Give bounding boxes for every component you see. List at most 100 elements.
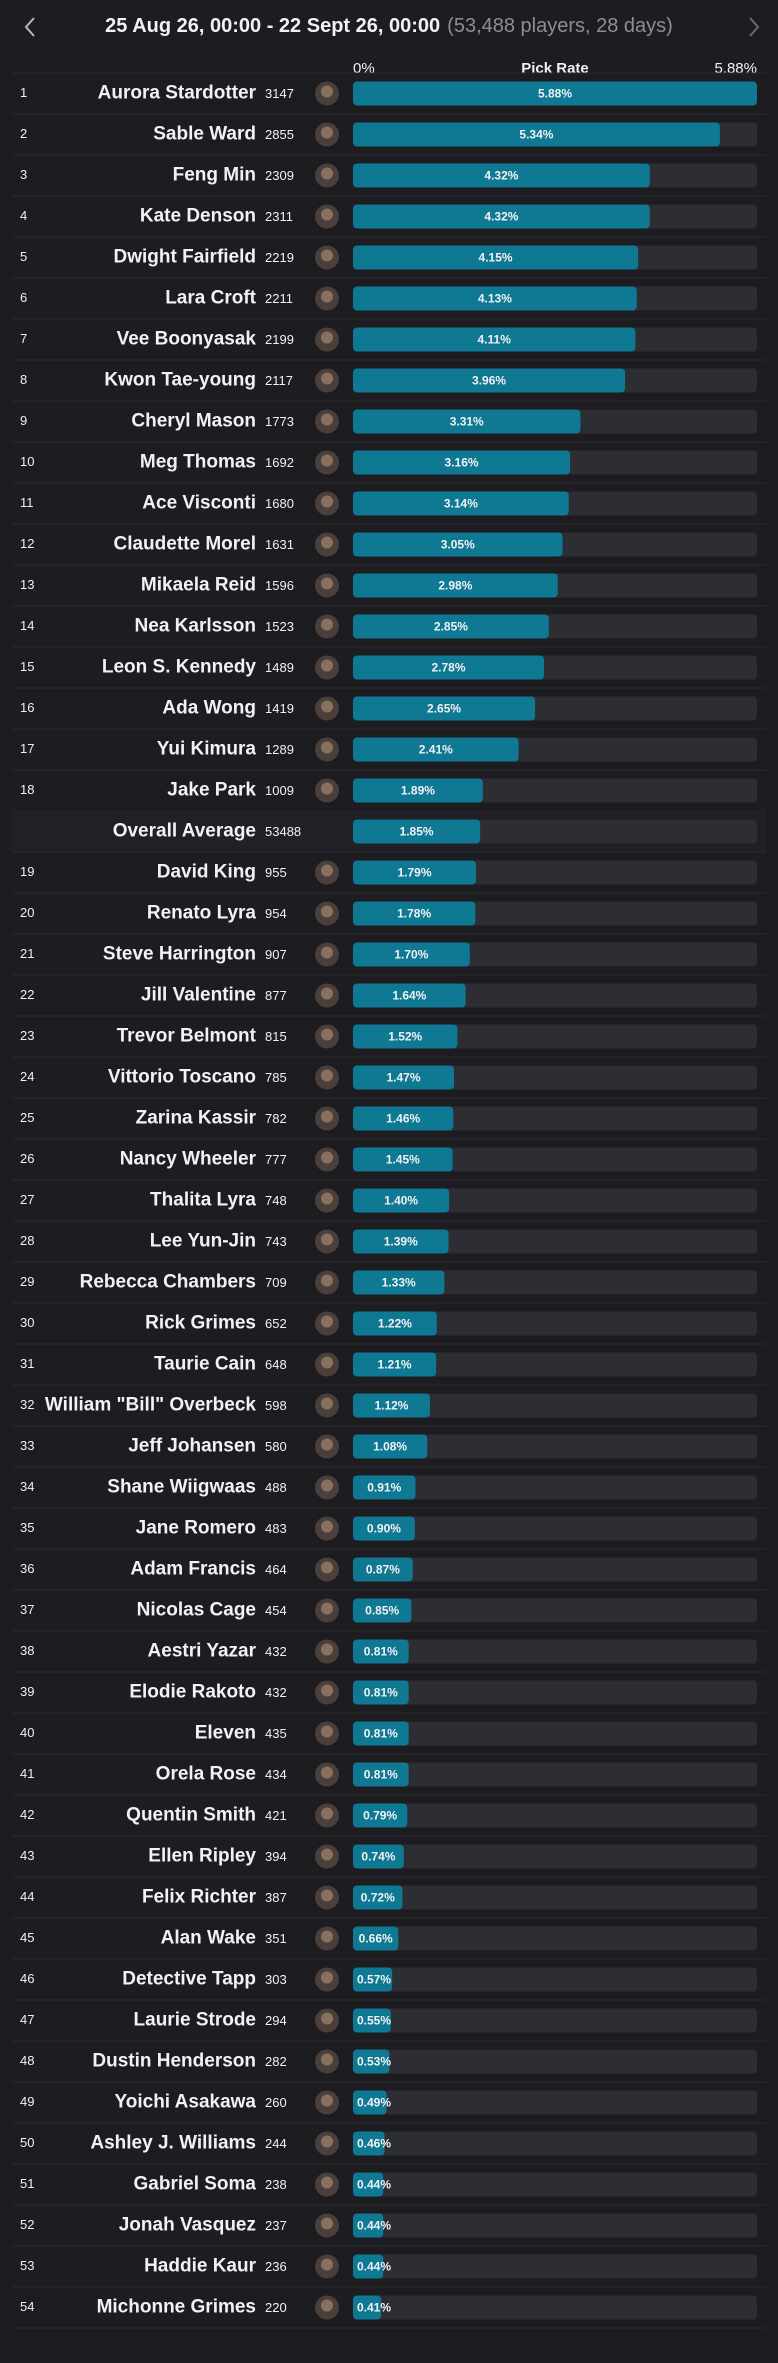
bar-label: 0.44% xyxy=(357,2219,391,2233)
bar-label: 3.31% xyxy=(450,415,484,429)
avatar-face xyxy=(321,782,333,795)
rank: 33 xyxy=(20,1438,34,1453)
name: Adam Francis xyxy=(130,1559,256,1580)
bar-track xyxy=(353,2172,757,2197)
prev-arrow[interactable] xyxy=(24,17,35,37)
bar-track xyxy=(353,2008,757,2033)
count: 777 xyxy=(265,1152,287,1167)
bar-label: 1.46% xyxy=(386,1112,420,1126)
bar-label: 1.22% xyxy=(378,1317,412,1331)
bar-track xyxy=(353,1598,757,1623)
avatar-face xyxy=(321,1192,333,1205)
avatar-face xyxy=(321,1520,333,1533)
bar xyxy=(353,1065,454,1090)
bar xyxy=(353,1803,408,1828)
avatar-face xyxy=(321,372,333,385)
bar-track xyxy=(353,1762,757,1787)
bar-label: 0.87% xyxy=(366,1563,400,1577)
bar xyxy=(353,163,650,188)
count: 2117 xyxy=(265,373,293,388)
avatar-face xyxy=(321,864,333,877)
rank: 15 xyxy=(20,659,34,674)
name: Lee Yun-Jin xyxy=(150,1231,256,1252)
count: 1489 xyxy=(265,660,294,675)
rank: 10 xyxy=(20,454,34,469)
bar-track xyxy=(353,1639,757,1664)
rank: 43 xyxy=(20,1848,34,1863)
name: Michonne Grimes xyxy=(97,2297,256,2318)
avatar-face xyxy=(321,536,333,549)
rank: 18 xyxy=(20,782,34,797)
bar xyxy=(353,450,571,475)
rank: 27 xyxy=(20,1192,34,1207)
avatar-face xyxy=(321,946,333,959)
bar xyxy=(353,1762,409,1787)
avatar-face xyxy=(321,331,333,344)
rank: 24 xyxy=(20,1069,34,1084)
avatar-face xyxy=(321,249,333,262)
bar-label: 1.40% xyxy=(384,1194,418,1208)
name: Feng Min xyxy=(173,165,256,186)
avatar-face xyxy=(321,1889,333,1902)
count: 1631 xyxy=(265,537,294,552)
name: Nancy Wheeler xyxy=(120,1149,257,1170)
rank: 3 xyxy=(20,167,27,182)
bar xyxy=(353,1106,454,1131)
name: Detective Tapp xyxy=(122,1969,256,1990)
bar xyxy=(353,368,626,393)
name: Yui Kimura xyxy=(157,739,257,760)
count: 387 xyxy=(265,1890,287,1905)
bar xyxy=(353,2090,387,2115)
bar-label: 4.13% xyxy=(478,292,512,306)
bar xyxy=(353,819,481,844)
name: Alan Wake xyxy=(161,1928,256,1949)
count: 303 xyxy=(265,1972,287,1987)
avatar-face xyxy=(321,1971,333,1984)
avatar-face xyxy=(321,2176,333,2189)
rank: 29 xyxy=(20,1274,34,1289)
bar xyxy=(353,737,519,762)
name: Mikaela Reid xyxy=(141,575,256,596)
bar-track xyxy=(353,1926,757,1951)
count: 1419 xyxy=(265,701,294,716)
rank: 36 xyxy=(20,1561,34,1576)
bar-track xyxy=(353,2213,757,2238)
bar-label: 3.96% xyxy=(472,374,506,388)
name: Shane Wiigwaas xyxy=(107,1477,256,1498)
bar xyxy=(353,573,558,598)
bar xyxy=(353,1475,416,1500)
count: 220 xyxy=(265,2300,287,2315)
rank: 52 xyxy=(20,2217,34,2232)
bar-label: 1.08% xyxy=(373,1440,407,1454)
rank: 35 xyxy=(20,1520,34,1535)
avatar-face xyxy=(321,1930,333,1943)
bar-track xyxy=(353,2090,757,2115)
bar-track xyxy=(353,1352,757,1377)
bar-track xyxy=(353,1680,757,1705)
avatar-face xyxy=(321,1643,333,1656)
bar xyxy=(353,1434,428,1459)
count: 282 xyxy=(265,2054,287,2069)
name: Jake Park xyxy=(167,780,256,801)
bar-label: 4.32% xyxy=(484,210,518,224)
bar xyxy=(353,2008,391,2033)
count: 2309 xyxy=(265,168,294,183)
count: 1009 xyxy=(265,783,294,798)
name: Eleven xyxy=(195,1723,256,1744)
avatar-face xyxy=(321,1233,333,1246)
name: Meg Thomas xyxy=(140,452,256,473)
bar-track xyxy=(353,1475,757,1500)
bar-label: 1.47% xyxy=(386,1071,420,1085)
bar-track xyxy=(353,2295,757,2320)
bar-label: 0.90% xyxy=(367,1522,401,1536)
bar-label: 5.88% xyxy=(538,87,572,101)
count: 434 xyxy=(265,1767,287,1782)
bar-label: 0.81% xyxy=(364,1768,398,1782)
rank: 26 xyxy=(20,1151,34,1166)
bar xyxy=(353,2131,385,2156)
bar-label: 1.70% xyxy=(394,948,428,962)
next-arrow[interactable] xyxy=(749,17,760,37)
name: Taurie Cain xyxy=(154,1354,256,1375)
name: Haddie Kaur xyxy=(144,2256,257,2277)
bar xyxy=(353,81,757,106)
